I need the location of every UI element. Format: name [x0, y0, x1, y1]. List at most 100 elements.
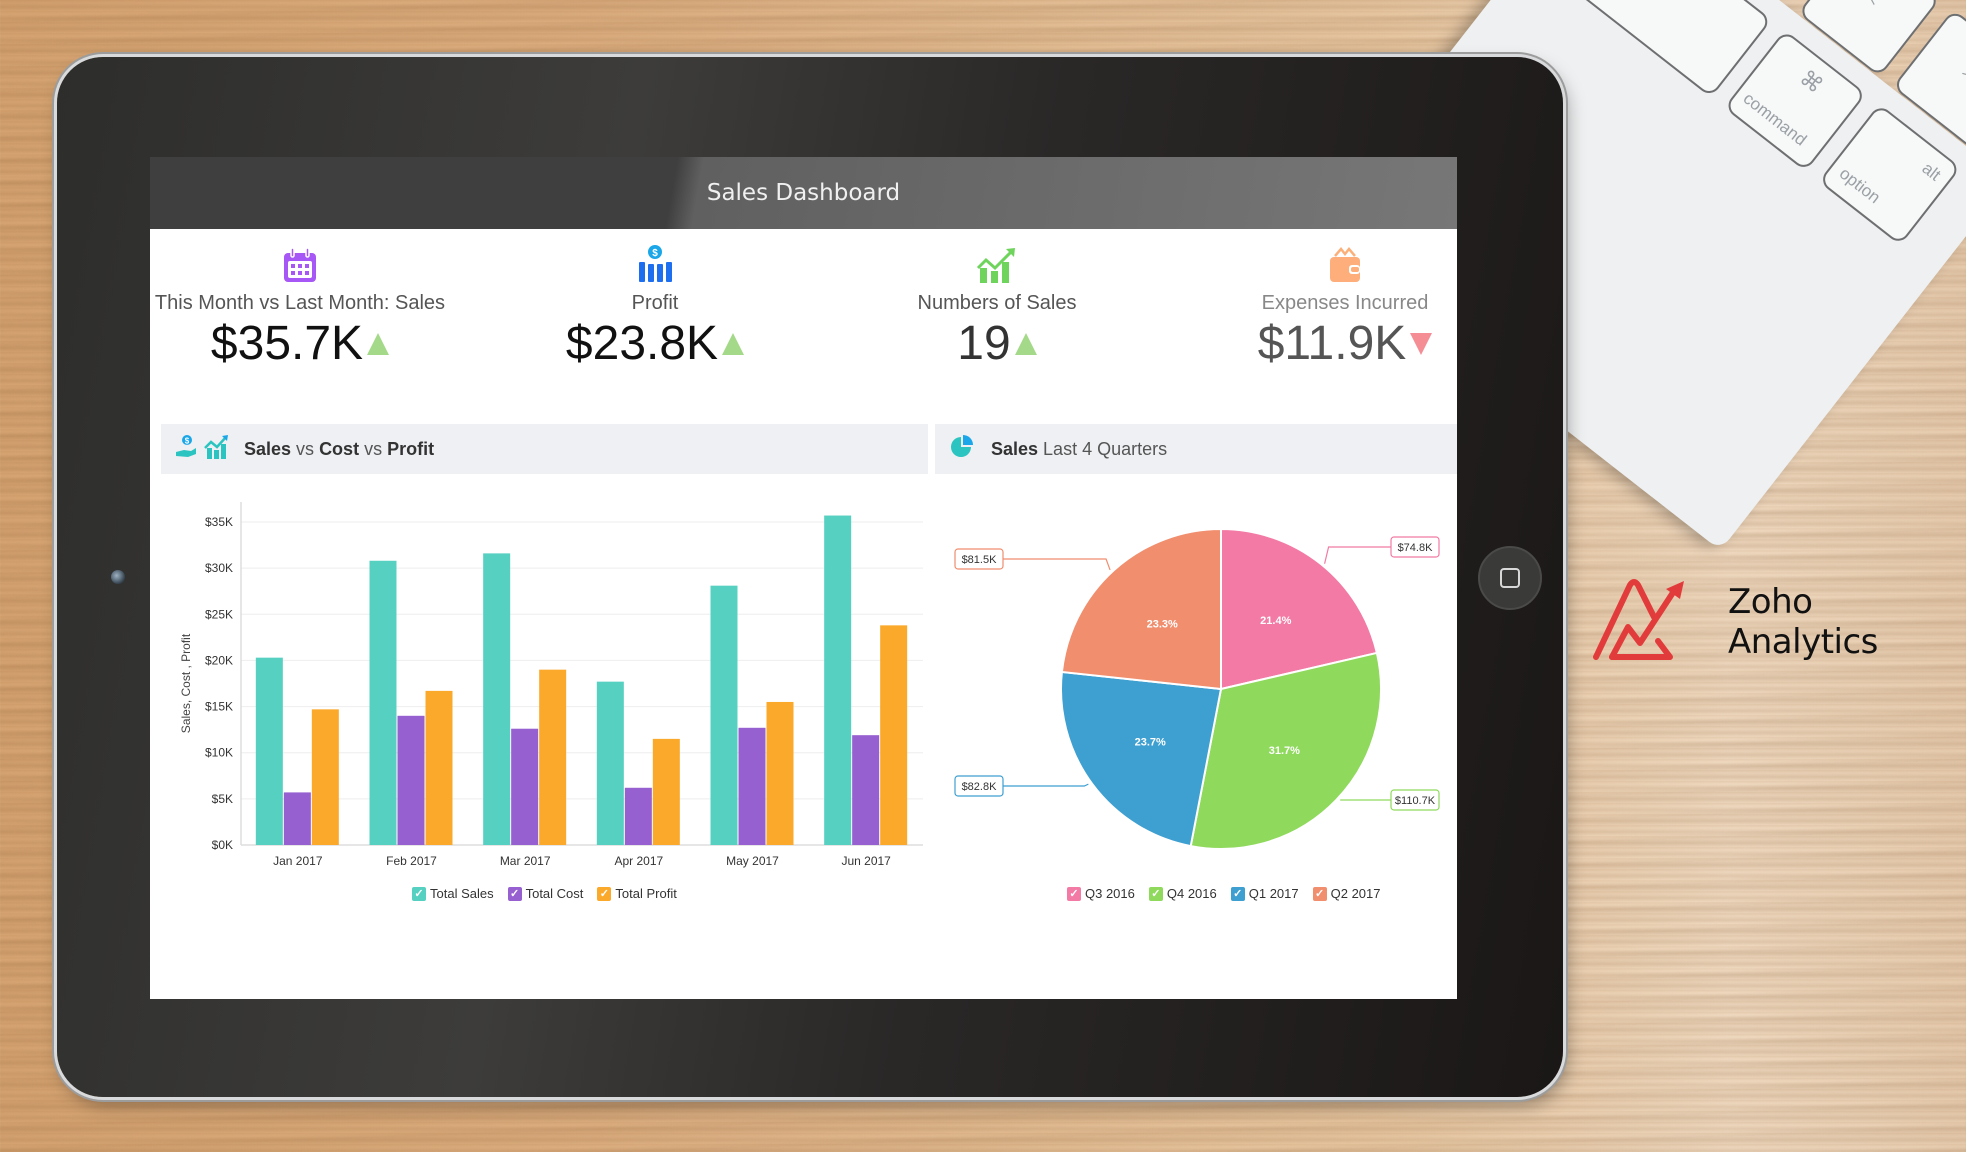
checkbox-icon[interactable]: ✓: [507, 886, 522, 901]
bar[interactable]: Total Sales Jun 2017: 35700: [824, 515, 852, 845]
y-tick-label: $5K: [212, 792, 233, 806]
legend-item[interactable]: ✓ Q4 2016: [1148, 886, 1217, 901]
trend-down-icon: [1410, 333, 1433, 356]
x-tick-label: May 2017: [726, 854, 779, 868]
calendar-icon: [150, 242, 450, 284]
callout-box: [954, 548, 1004, 570]
bar[interactable]: Total Cost Apr 2017: 6200: [624, 787, 652, 845]
checkbox-icon[interactable]: ✓: [412, 886, 426, 901]
pie-chart-legend: ✓ Q3 2016 ✓ Q4 2016 ✓ Q1 2017 ✓ Q2 2017: [1067, 886, 1381, 901]
pie-percent-label: 23.3%: [1147, 619, 1178, 631]
alt-key-label: alt: [1918, 158, 1945, 185]
checkbox-icon[interactable]: ✓: [1312, 886, 1327, 901]
command-key-label: command: [1739, 88, 1811, 150]
bar[interactable]: Total Sales May 2017: 28100: [710, 585, 738, 845]
period-key-label: >: [1957, 62, 1966, 84]
y-tick-label: $30K: [205, 561, 233, 575]
kpi-profit-card[interactable]: $ Profit $23.8K: [505, 242, 805, 371]
pie-slice[interactable]: Q4 2016: $110.7K: [1189, 651, 1382, 850]
bar[interactable]: Total Cost May 2017: 12700: [738, 727, 766, 845]
bar-chart-title: Sales vs Cost vs Profit: [244, 438, 435, 459]
bar[interactable]: Total Profit Jun 2017: 23800: [880, 625, 908, 845]
bar-chart[interactable]: $0K $5K $10K $15K $20K $25K $30K $35K Sales, Cos…: [150, 487, 930, 927]
kpi-expenses-card[interactable]: Expenses Incurred $11.9K: [1195, 242, 1457, 371]
legend-label: Total Cost: [525, 886, 584, 901]
legend-label: Q4 2016: [1166, 886, 1217, 901]
checkbox-icon[interactable]: ✓: [1148, 886, 1163, 901]
svg-text:$: $: [185, 436, 190, 445]
kpi-label: Profit: [631, 292, 679, 314]
kpi-label: Numbers of Sales: [917, 292, 1077, 314]
pie-chart-title: Sales Last 4 Quarters: [991, 438, 1168, 459]
legend-item[interactable]: ✓ Total Sales: [412, 886, 494, 901]
bar[interactable]: Total Sales Feb 2017: 30800: [369, 560, 397, 845]
kpi-number-of-sales-card[interactable]: Numbers of Sales 19: [847, 242, 1147, 371]
page-title: Sales Dashboard: [706, 180, 901, 206]
legend-item[interactable]: ✓ Q1 2017: [1230, 886, 1299, 901]
svg-text:$: $: [652, 248, 658, 259]
home-button[interactable]: [1478, 546, 1542, 610]
pie-slice[interactable]: Q1 2017: $82.8K: [1060, 670, 1223, 848]
x-tick-label: Mar 2017: [500, 854, 551, 868]
pie-slice[interactable]: Q3 2016: $74.8K: [1220, 527, 1379, 691]
callout-line: [1003, 783, 1089, 787]
pie-percent-label: 23.7%: [1135, 736, 1166, 748]
kpi-label: Expenses Incurred: [1261, 292, 1429, 314]
bar-chart-legend: ✓ Total Sales ✓ Total Cost ✓ Total Profit: [412, 886, 677, 901]
checkbox-icon[interactable]: ✓: [1067, 886, 1081, 901]
legend-item[interactable]: ✓ Q3 2016: [1067, 886, 1135, 901]
wallet-icon: [1195, 242, 1457, 284]
legend-label: Q1 2017: [1248, 886, 1299, 901]
checkbox-icon[interactable]: ✓: [1230, 886, 1245, 901]
checkbox-icon[interactable]: ✓: [597, 886, 612, 901]
bar[interactable]: Total Cost Mar 2017: 12600: [511, 728, 539, 845]
y-tick-label: $0K: [212, 838, 233, 852]
bar[interactable]: Total Sales Mar 2017: 31600: [483, 553, 511, 845]
bar[interactable]: Total Profit Feb 2017: 16700: [425, 690, 453, 845]
option-key-label: option: [1835, 163, 1884, 208]
callout-box: [1390, 536, 1440, 558]
legend-label: Q3 2016: [1085, 886, 1135, 901]
pie-slice[interactable]: Q2 2017: $81.5K: [1060, 527, 1222, 691]
pie-chart[interactable]: Q3 2016: $74.8K21.4% $74.8K Q4 2016: $110.…: [935, 487, 1457, 907]
kpi-value: $23.8K: [565, 317, 719, 370]
kpi-value: $35.7K: [210, 317, 364, 370]
bar[interactable]: Total Profit May 2017: 15500: [766, 701, 794, 845]
bar[interactable]: Total Cost Jun 2017: 11900: [852, 735, 880, 845]
legend-item[interactable]: ✓ Q2 2017: [1312, 886, 1381, 901]
kpi-sales-card[interactable]: This Month vs Last Month: Sales $35.7K: [150, 242, 450, 371]
y-tick-label: $20K: [205, 653, 233, 667]
y-tick-label: $25K: [205, 607, 233, 621]
bar[interactable]: Total Profit Jan 2017: 14700: [311, 709, 339, 845]
bar[interactable]: Total Profit Mar 2017: 19000: [539, 669, 567, 845]
x-tick-label: Feb 2017: [386, 854, 437, 868]
callout-line: [1003, 558, 1111, 571]
legend-item[interactable]: ✓ Total Profit: [597, 886, 677, 901]
bar-chart-panel-header: $ Sales vs Cost vs Profit: [161, 424, 928, 474]
bar[interactable]: Total Sales Jan 2017: 20300: [255, 657, 283, 845]
camera-icon: [111, 570, 125, 584]
bar[interactable]: Total Profit Apr 2017: 11500: [652, 738, 680, 845]
y-tick-label: $10K: [205, 746, 233, 760]
x-tick-label: Jan 2017: [273, 854, 323, 868]
pie-value-label: $110.7K: [1395, 795, 1436, 807]
trend-up-icon: [367, 333, 390, 356]
y-tick-label: $15K: [205, 700, 233, 714]
comma-key-label: <: [1863, 0, 1883, 11]
zoho-logo-icon: [1588, 577, 1688, 666]
money-bars-icon: $: [505, 242, 805, 284]
y-axis-label: Sales, Cost , Profit: [179, 633, 193, 733]
pie-percent-label: 31.7%: [1269, 745, 1300, 757]
legend-item[interactable]: ✓ Total Cost: [507, 886, 584, 901]
bar[interactable]: Total Cost Feb 2017: 14000: [397, 715, 425, 845]
callout-line: [1323, 546, 1391, 564]
bar[interactable]: Total Cost Jan 2017: 5700: [283, 792, 311, 845]
dashboard-screen: Sales Dashboard This Month vs Last Month…: [150, 157, 1457, 999]
kpi-value: 19: [957, 317, 1011, 370]
command-symbol: ⌘: [1795, 64, 1828, 99]
pie-percent-label: 21.4%: [1260, 615, 1291, 627]
trend-up-icon: [1014, 333, 1037, 356]
pie-value-label: $74.8K: [1398, 542, 1434, 554]
x-tick-label: Jun 2017: [841, 854, 891, 868]
bar[interactable]: Total Sales Apr 2017: 17700: [596, 681, 624, 845]
